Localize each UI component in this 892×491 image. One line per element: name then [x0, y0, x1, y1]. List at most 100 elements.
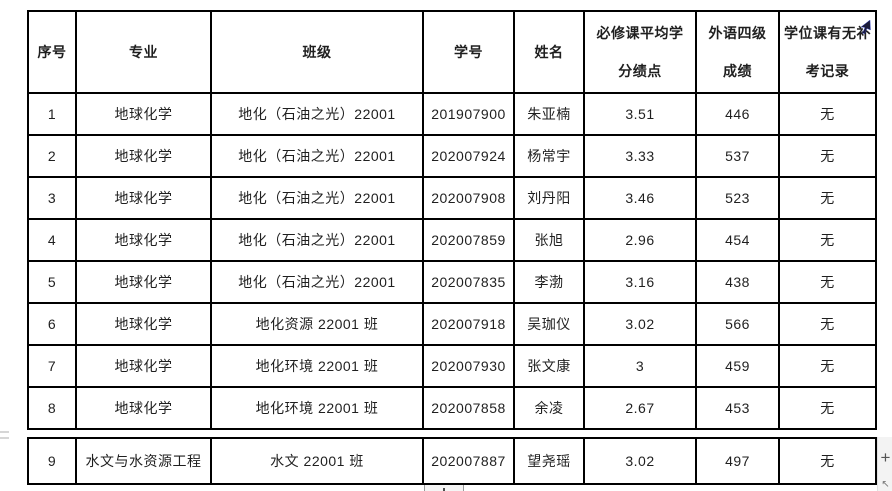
cell-student_id: 202007918 [422, 302, 515, 346]
table-row: 6 地球化学 地化资源 22001 班 202007918 吴珈仪 3.02 566 无 [27, 302, 877, 346]
cell-cet4: 446 [695, 92, 780, 136]
cell-major: 地球化学 [75, 344, 212, 388]
cell-gpa: 2.67 [583, 386, 697, 430]
cell-cet4: 459 [695, 344, 780, 388]
cell-makeup: 无 [778, 302, 877, 346]
cell-class: 地化（石油之光）22001 [210, 92, 424, 136]
cell-major: 地球化学 [75, 176, 212, 220]
cell-major: 水文与水资源工程 [75, 437, 212, 485]
cell-name: 朱亚楠 [513, 92, 585, 136]
cell-cet4: 453 [695, 386, 780, 430]
cell-index: 9 [27, 437, 77, 485]
table-row: 9 水文与水资源工程 水文 22001 班 202007887 望尧瑶 3.02 497 无 [27, 437, 877, 485]
cell-name: 余凌 [513, 386, 585, 430]
cell-makeup: 无 [778, 260, 877, 304]
cell-cet4: 566 [695, 302, 780, 346]
cell-student_id: 202007924 [422, 134, 515, 178]
header-row: 序号 专业 班级 学号 姓名 必修课平均学 分绩点 外语四级 成绩 学位课有无补 考记录 [27, 10, 877, 94]
cell-cet4: 438 [695, 260, 780, 304]
cell-major: 地球化学 [75, 92, 212, 136]
cell-class: 水文 22001 班 [210, 437, 424, 485]
column-header-index: 序号 [27, 10, 77, 94]
cell-index: 5 [27, 260, 77, 304]
cell-cet4: 454 [695, 218, 780, 262]
cell-gpa: 3.33 [583, 134, 697, 178]
cell-name: 刘丹阳 [513, 176, 585, 220]
add-column-button[interactable]: + [880, 448, 891, 467]
table-row: 3 地球化学 地化（石油之光）22001 202007908 刘丹阳 3.46 523 无 [27, 176, 877, 220]
cell-major: 地球化学 [75, 260, 212, 304]
resize-handle-icon[interactable]: ↖ [881, 479, 890, 490]
cell-name: 望尧瑶 [513, 437, 585, 485]
cell-name: 张旭 [513, 218, 585, 262]
column-header-makeup: 学位课有无补 考记录 [778, 10, 877, 94]
cell-class: 地化资源 22001 班 [210, 302, 424, 346]
cell-class: 地化（石油之光）22001 [210, 176, 424, 220]
cell-student_id: 201907900 [422, 92, 515, 136]
cell-class: 地化环境 22001 班 [210, 386, 424, 430]
table-row: 4 地球化学 地化（石油之光）22001 202007859 张旭 2.96 454 无 [27, 218, 877, 262]
cell-major: 地球化学 [75, 218, 212, 262]
cell-major: 地球化学 [75, 386, 212, 430]
table-row: 8 地球化学 地化环境 22001 班 202007858 余凌 2.67 453 无 [27, 386, 877, 430]
column-header-class: 班级 [210, 10, 424, 94]
cell-class: 地化环境 22001 班 [210, 344, 424, 388]
grades-table-continued: 9 水文与水资源工程 水文 22001 班 202007887 望尧瑶 3.02 497 无 [27, 437, 877, 485]
cell-gpa: 3.02 [583, 437, 697, 485]
page-break-line [0, 431, 9, 433]
cell-index: 6 [27, 302, 77, 346]
cell-index: 2 [27, 134, 77, 178]
cell-index: 8 [27, 386, 77, 430]
cell-major: 地球化学 [75, 134, 212, 178]
cell-makeup: 无 [778, 386, 877, 430]
table-row: 7 地球化学 地化环境 22001 班 202007930 张文康 3 459 无 [27, 344, 877, 388]
cell-student_id: 202007930 [422, 344, 515, 388]
cell-name: 吴珈仪 [513, 302, 585, 346]
cell-cet4: 537 [695, 134, 780, 178]
cell-makeup: 无 [778, 92, 877, 136]
cell-makeup: 无 [778, 176, 877, 220]
column-header-student_id: 学号 [422, 10, 515, 94]
scrollbar-grip-icon [443, 488, 445, 491]
cell-gpa: 3 [583, 344, 697, 388]
cell-major: 地球化学 [75, 302, 212, 346]
cell-index: 1 [27, 92, 77, 136]
cell-class: 地化（石油之光）22001 [210, 260, 424, 304]
cell-makeup: 无 [778, 437, 877, 485]
cell-class: 地化（石油之光）22001 [210, 134, 424, 178]
column-header-cet4: 外语四级 成绩 [695, 10, 780, 94]
cell-gpa: 3.51 [583, 92, 697, 136]
cell-cet4: 523 [695, 176, 780, 220]
cell-name: 李渤 [513, 260, 585, 304]
column-header-major: 专业 [75, 10, 212, 94]
cell-cet4: 497 [695, 437, 780, 485]
cell-student_id: 202007859 [422, 218, 515, 262]
table-row: 5 地球化学 地化（石油之光）22001 202007835 李渤 3.16 438 无 [27, 260, 877, 304]
cell-student_id: 202007835 [422, 260, 515, 304]
cell-gpa: 3.02 [583, 302, 697, 346]
cell-gpa: 3.16 [583, 260, 697, 304]
cell-student_id: 202007887 [422, 437, 515, 485]
table-row: 2 地球化学 地化（石油之光）22001 202007924 杨常宇 3.33 537 无 [27, 134, 877, 178]
cell-index: 4 [27, 218, 77, 262]
cell-student_id: 202007908 [422, 176, 515, 220]
cell-student_id: 202007858 [422, 386, 515, 430]
cell-gpa: 3.46 [583, 176, 697, 220]
cell-index: 7 [27, 344, 77, 388]
cell-makeup: 无 [778, 218, 877, 262]
cell-index: 3 [27, 176, 77, 220]
column-header-name: 姓名 [513, 10, 585, 94]
table-side-controls: + ↖ [877, 437, 892, 491]
cell-gpa: 2.96 [583, 218, 697, 262]
cell-class: 地化（石油之光）22001 [210, 218, 424, 262]
cell-name: 张文康 [513, 344, 585, 388]
mouse-cursor-icon [861, 20, 871, 34]
column-header-gpa: 必修课平均学 分绩点 [583, 10, 697, 94]
horizontal-scrollbar-thumb[interactable] [424, 485, 464, 491]
cell-makeup: 无 [778, 344, 877, 388]
table-row: 1 地球化学 地化（石油之光）22001 201907900 朱亚楠 3.51 446 无 [27, 92, 877, 136]
cell-makeup: 无 [778, 134, 877, 178]
page-break-line [0, 437, 9, 439]
